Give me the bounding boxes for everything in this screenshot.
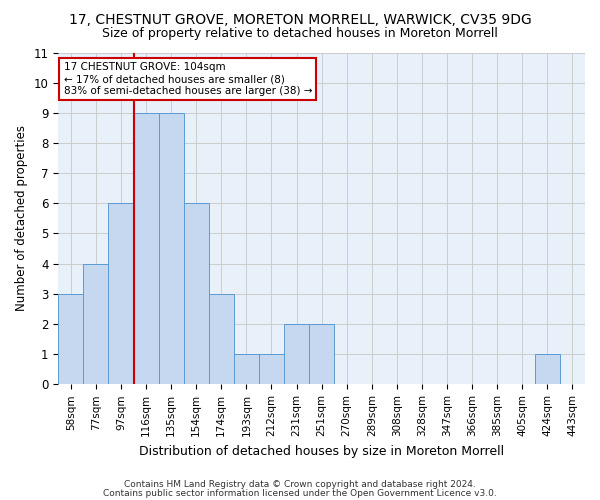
Bar: [234, 354, 259, 384]
Bar: [184, 204, 209, 384]
Bar: [284, 324, 309, 384]
Bar: [309, 324, 334, 384]
Text: Contains HM Land Registry data © Crown copyright and database right 2024.: Contains HM Land Registry data © Crown c…: [124, 480, 476, 489]
Bar: [109, 204, 134, 384]
Bar: [209, 294, 234, 384]
Bar: [134, 113, 158, 384]
Text: 17 CHESTNUT GROVE: 104sqm
← 17% of detached houses are smaller (8)
83% of semi-d: 17 CHESTNUT GROVE: 104sqm ← 17% of detac…: [64, 62, 312, 96]
Bar: [158, 113, 184, 384]
Text: Size of property relative to detached houses in Moreton Morrell: Size of property relative to detached ho…: [102, 28, 498, 40]
Text: Contains public sector information licensed under the Open Government Licence v3: Contains public sector information licen…: [103, 488, 497, 498]
Y-axis label: Number of detached properties: Number of detached properties: [15, 126, 28, 312]
Text: 17, CHESTNUT GROVE, MORETON MORRELL, WARWICK, CV35 9DG: 17, CHESTNUT GROVE, MORETON MORRELL, WAR…: [68, 12, 532, 26]
Bar: [259, 354, 284, 384]
X-axis label: Distribution of detached houses by size in Moreton Morrell: Distribution of detached houses by size …: [139, 444, 504, 458]
Bar: [58, 294, 83, 384]
Bar: [83, 264, 109, 384]
Bar: [535, 354, 560, 384]
